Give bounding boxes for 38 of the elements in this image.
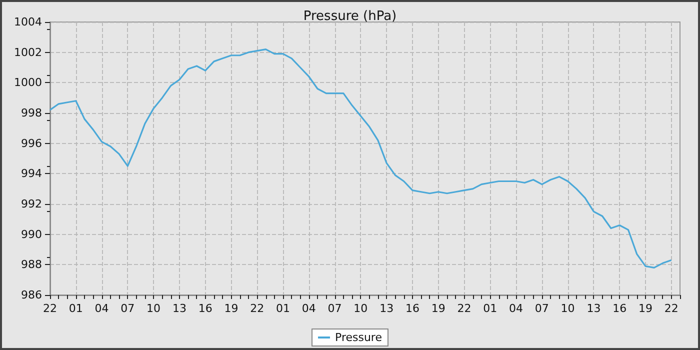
y-tick-label: 996 <box>21 136 42 150</box>
x-tick-label: 04 <box>302 302 316 315</box>
x-tick-label: 22 <box>664 302 678 315</box>
y-tick-label: 1004 <box>14 16 42 28</box>
x-tick-label: 13 <box>380 302 394 315</box>
chart-title: Pressure (hPa) <box>303 9 397 24</box>
x-tick-label: 13 <box>172 302 186 315</box>
x-tick-label: 13 <box>586 302 601 315</box>
y-tick-label: 994 <box>21 167 42 180</box>
x-tick-label: 16 <box>405 302 420 315</box>
x-tick-label: 04 <box>509 302 524 315</box>
y-tick-label: 990 <box>21 228 42 241</box>
y-tick-label: 986 <box>21 288 42 302</box>
x-tick-label: 10 <box>146 302 161 315</box>
x-tick-label: 07 <box>328 302 342 315</box>
x-tick-label: 22 <box>250 302 264 315</box>
x-tick-label: 19 <box>431 302 446 315</box>
x-tick-label: 10 <box>354 302 368 315</box>
line-series <box>49 48 672 268</box>
x-tick-label: 19 <box>638 302 652 315</box>
y-tick-label: 992 <box>21 198 42 210</box>
x-tick-label: 19 <box>224 302 238 315</box>
x-tick-label: 07 <box>120 302 135 315</box>
x-tick-label: 01 <box>68 302 83 315</box>
x-tick-label: 07 <box>534 302 549 315</box>
x-tick-label: 16 <box>198 302 212 315</box>
x-tick-label: 01 <box>276 302 290 315</box>
x-tick-label: 10 <box>560 302 575 315</box>
y-tick-label: 1002 <box>14 46 42 59</box>
x-tick-label: 22 <box>43 302 57 315</box>
x-tick-label: 01 <box>483 302 498 315</box>
y-tick-label: 998 <box>21 106 42 120</box>
y-tick-label: 988 <box>21 258 42 272</box>
legend-label: Pressure <box>335 331 382 344</box>
y-tick-label: 1000 <box>14 76 42 90</box>
x-tick-label: 16 <box>612 302 627 315</box>
x-tick-label: 04 <box>94 302 109 315</box>
x-tick-label: 22 <box>457 302 472 315</box>
